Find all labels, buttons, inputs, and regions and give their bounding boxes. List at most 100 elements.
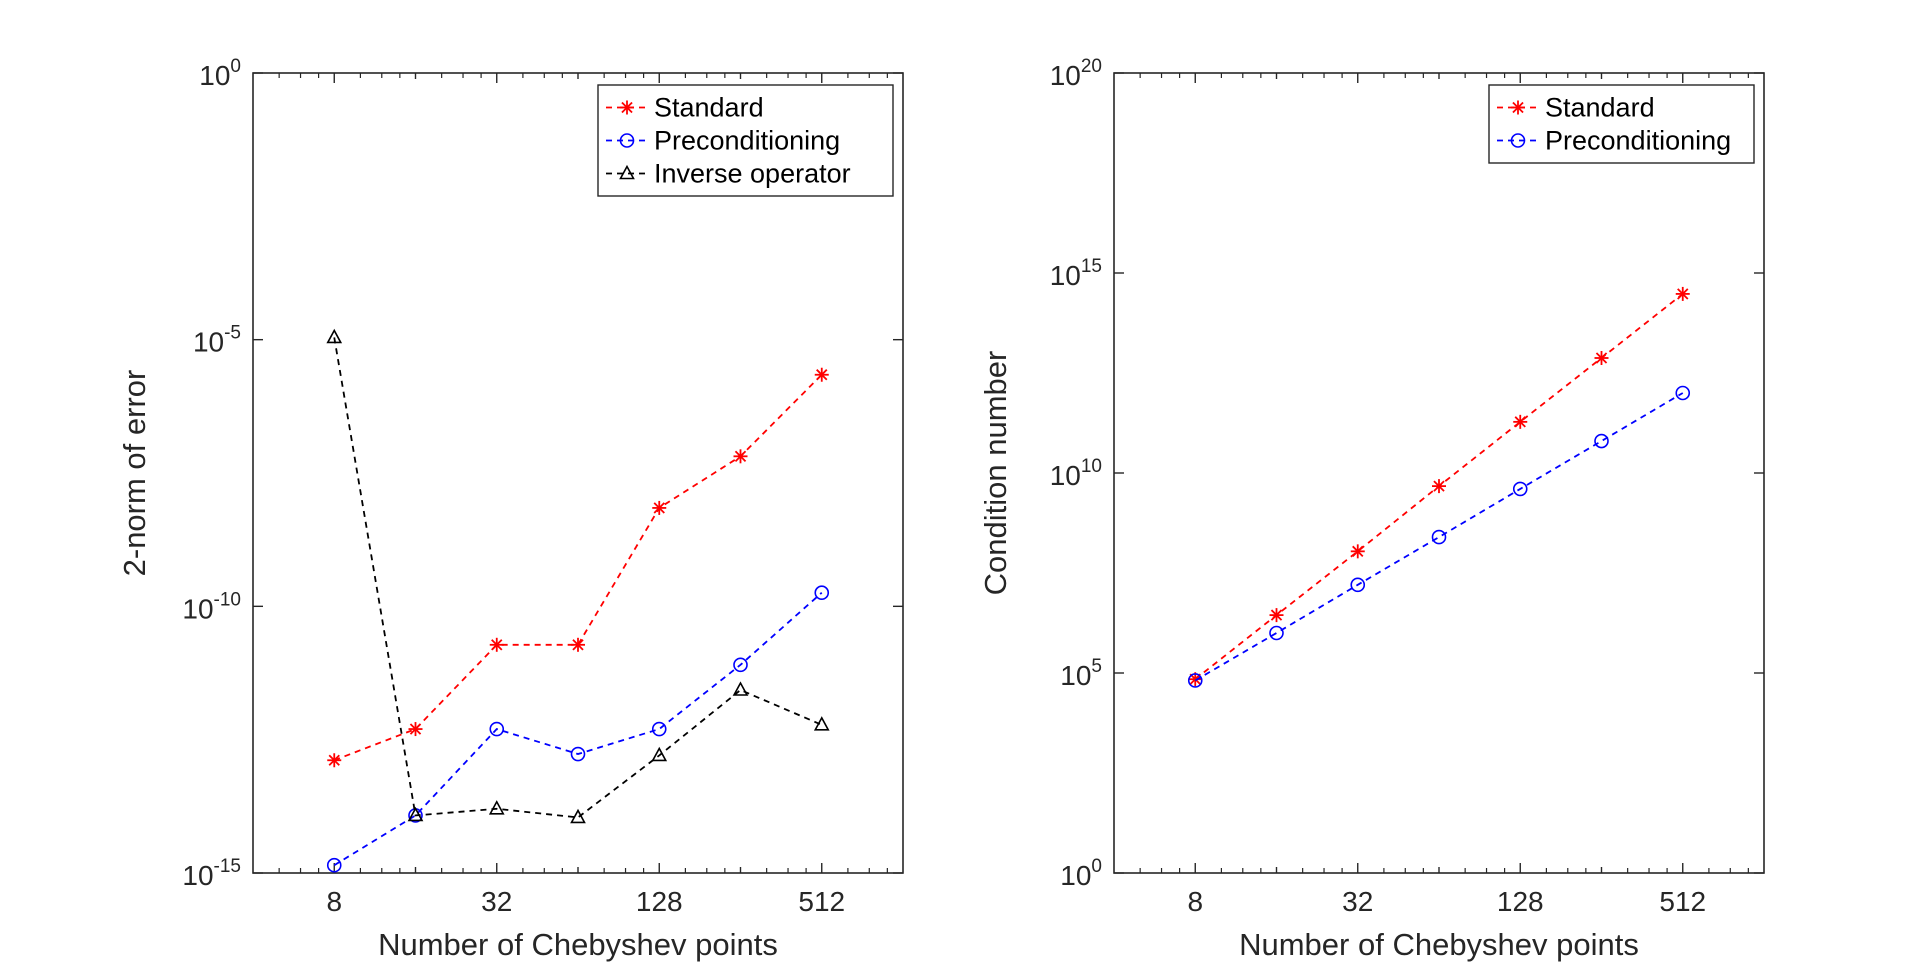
y-tick-exponent: 5 xyxy=(1091,656,1102,677)
legend-box xyxy=(597,84,894,197)
y-tick-base: 10 xyxy=(1060,660,1091,691)
series-preconditioning xyxy=(1187,385,1691,688)
y-tick-label: 105 xyxy=(1060,656,1102,691)
y-tick-base: 10 xyxy=(199,60,230,91)
y-tick-base: 10 xyxy=(182,860,213,891)
x-axis-label: Number of Chebyshev points xyxy=(378,927,778,962)
series-line xyxy=(333,592,823,866)
legend-box xyxy=(1488,84,1755,164)
data-point xyxy=(1431,529,1447,545)
y-tick-label: 10-10 xyxy=(182,589,241,624)
y-tick-label: 10-15 xyxy=(182,856,241,891)
x-tick-label: 32 xyxy=(1342,886,1373,917)
data-point xyxy=(488,800,505,815)
data-point xyxy=(570,808,586,824)
x-axis-label: Number of Chebyshev points xyxy=(1239,927,1639,962)
series-standard xyxy=(327,367,829,768)
data-point xyxy=(327,753,342,768)
y-tick-base: 10 xyxy=(182,593,213,624)
data-point xyxy=(326,857,342,873)
data-point xyxy=(1187,673,1203,688)
data-point xyxy=(733,449,748,464)
data-point xyxy=(1350,577,1366,593)
y-tick-exponent: -15 xyxy=(214,856,241,877)
y-tick-exponent: 15 xyxy=(1081,256,1102,277)
legend-item: Standard xyxy=(606,93,764,123)
data-point xyxy=(732,681,749,696)
legend-label: Preconditioning xyxy=(654,126,840,156)
y-tick-exponent: 0 xyxy=(1091,856,1102,877)
x-tick-label: 32 xyxy=(481,886,512,917)
data-point xyxy=(489,721,505,737)
legend-item: Inverse operator xyxy=(606,159,851,189)
y-tick-exponent: 0 xyxy=(230,56,241,77)
legend-item: Preconditioning xyxy=(606,126,840,156)
data-point xyxy=(1675,286,1690,301)
y-tick-label: 1015 xyxy=(1050,256,1102,291)
x-tick-label: 512 xyxy=(798,886,845,917)
series-preconditioning xyxy=(326,585,830,873)
data-point xyxy=(570,746,586,762)
data-point xyxy=(733,657,748,673)
legend-label: Preconditioning xyxy=(1545,126,1731,156)
y-tick-exponent: 10 xyxy=(1081,456,1102,477)
y-tick-exponent: -5 xyxy=(224,323,241,344)
data-point xyxy=(1269,608,1284,623)
y-tick-base: 10 xyxy=(1060,860,1091,891)
data-point xyxy=(408,722,423,737)
data-point xyxy=(489,637,504,652)
data-point xyxy=(1513,414,1528,429)
data-point xyxy=(1432,479,1446,494)
y-tick-base: 10 xyxy=(1050,460,1081,491)
data-point xyxy=(1675,385,1691,401)
y-tick-label: 100 xyxy=(1060,856,1102,891)
legend-item: Preconditioning xyxy=(1497,126,1731,156)
y-tick-base: 10 xyxy=(193,327,224,358)
y-tick-label: 1010 xyxy=(1050,456,1102,491)
legend-label: Standard xyxy=(1545,93,1655,123)
legend-item: Standard xyxy=(1497,93,1655,123)
data-point xyxy=(1594,350,1609,365)
series-line xyxy=(333,337,823,819)
data-point xyxy=(571,637,585,652)
y-tick-label: 10-5 xyxy=(193,323,241,358)
legend-marker xyxy=(619,133,635,148)
data-point xyxy=(407,806,424,822)
data-point xyxy=(1512,481,1528,497)
data-point xyxy=(326,328,343,344)
series-inverse-operator xyxy=(326,328,830,824)
legend-marker xyxy=(620,100,634,115)
y-tick-exponent: -10 xyxy=(214,589,241,610)
y-tick-label: 100 xyxy=(199,56,241,91)
x-tick-label: 128 xyxy=(636,886,683,917)
y-tick-exponent: 20 xyxy=(1081,56,1102,77)
data-point xyxy=(1594,433,1609,449)
y-axis-label: 2-norm of error xyxy=(117,370,152,577)
x-tick-label: 8 xyxy=(1187,886,1203,917)
legend-marker xyxy=(1510,133,1526,148)
y-tick-base: 10 xyxy=(1050,60,1081,91)
data-point xyxy=(652,500,667,515)
x-tick-label: 512 xyxy=(1659,886,1706,917)
legend-label: Standard xyxy=(654,93,764,123)
data-point xyxy=(813,716,830,731)
legend-marker xyxy=(1511,100,1525,115)
x-tick-label: 8 xyxy=(326,886,342,917)
data-point xyxy=(814,585,830,601)
data-point xyxy=(651,746,668,762)
x-tick-label: 128 xyxy=(1497,886,1544,917)
data-point xyxy=(814,367,829,382)
data-point xyxy=(1350,544,1365,559)
data-point xyxy=(651,721,667,737)
y-tick-base: 10 xyxy=(1050,260,1081,291)
y-axis-label: Condition number xyxy=(978,351,1013,596)
y-tick-label: 1020 xyxy=(1050,56,1102,91)
legend-label: Inverse operator xyxy=(654,159,851,189)
legend-marker xyxy=(619,164,635,180)
data-point xyxy=(1269,625,1284,641)
